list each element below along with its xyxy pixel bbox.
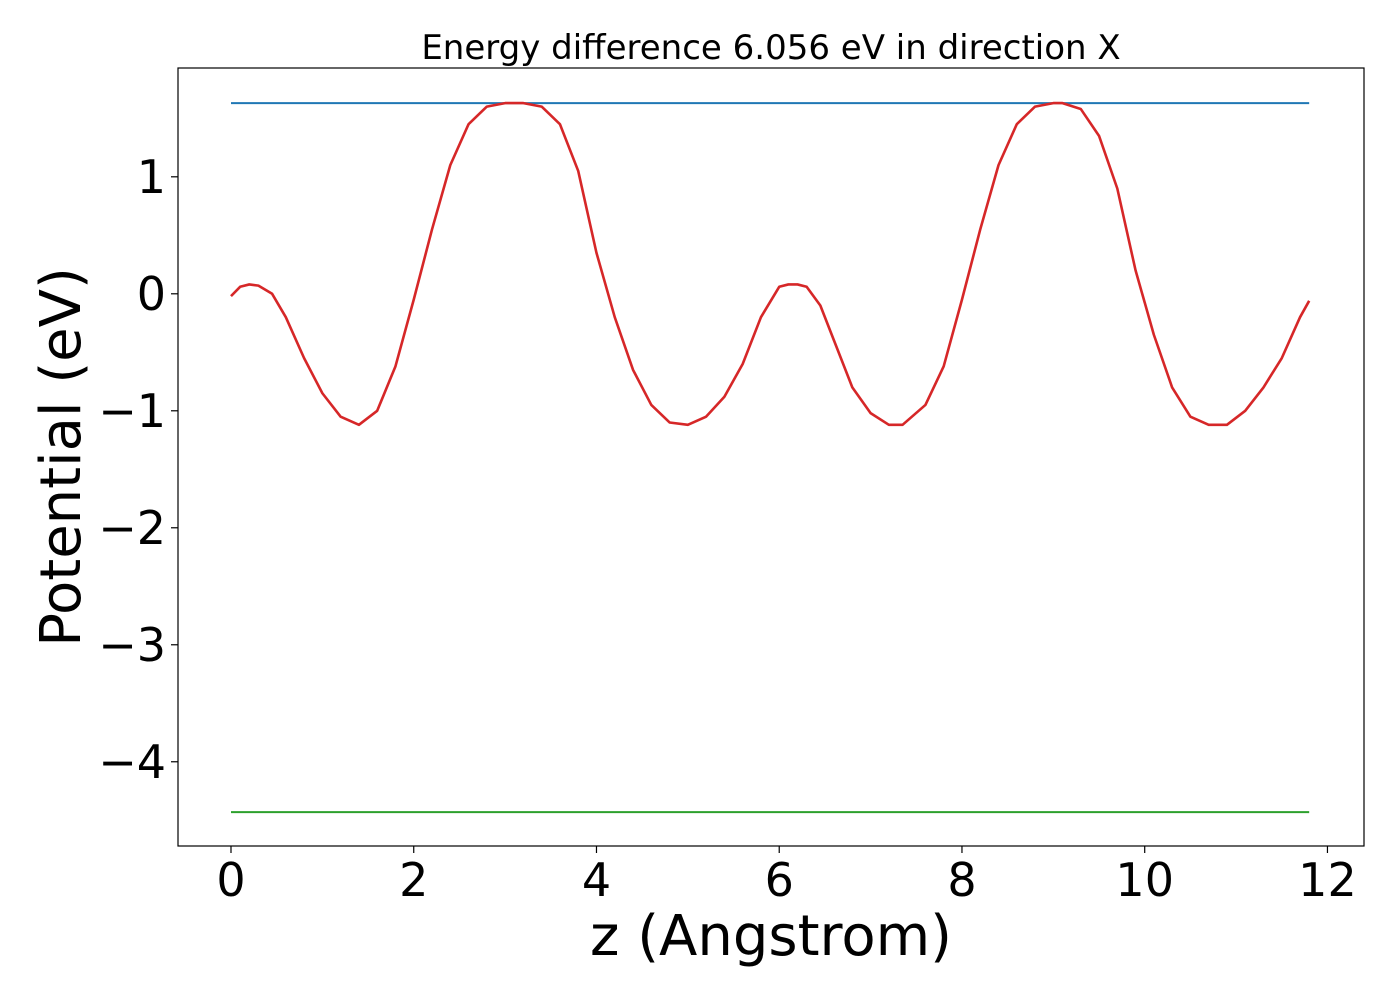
series-line-3 bbox=[230, 101, 1311, 427]
x-tick-label: 6 bbox=[765, 853, 794, 907]
y-tick-label: −4 bbox=[98, 735, 166, 789]
x-tick-label: 10 bbox=[1115, 853, 1174, 907]
plot-area bbox=[230, 101, 1311, 814]
x-tick-label: 0 bbox=[216, 853, 245, 907]
y-tick-label: 0 bbox=[137, 267, 166, 321]
y-tick-label: −3 bbox=[98, 618, 166, 672]
y-tick-label: −2 bbox=[98, 501, 166, 555]
x-tick-label: 4 bbox=[582, 853, 611, 907]
x-axis-label: z (Angstrom) bbox=[590, 904, 952, 969]
x-tick-label: 12 bbox=[1298, 853, 1357, 907]
x-tick-label: 8 bbox=[947, 853, 976, 907]
y-axis-label: Potential (eV) bbox=[29, 267, 94, 647]
y-tick-label: −1 bbox=[98, 384, 166, 438]
x-tick-label: 2 bbox=[399, 853, 428, 907]
x-axis-ticks: 0 2 4 6 8 10 12 bbox=[216, 846, 1357, 907]
axes-frame bbox=[177, 67, 1365, 847]
chart-title: Energy difference 6.056 eV in direction … bbox=[421, 28, 1120, 68]
y-axis-ticks: 1 0 −1 −2 −3 −4 bbox=[98, 150, 178, 789]
y-tick-label: 1 bbox=[137, 150, 166, 204]
